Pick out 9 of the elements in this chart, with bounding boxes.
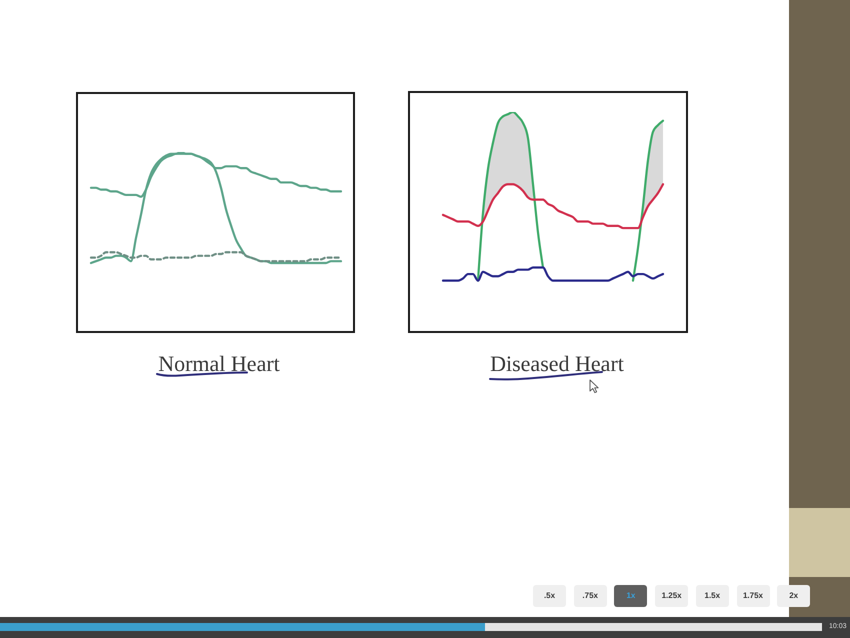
speed-button: .5x	[533, 585, 566, 607]
speed-button: .75x	[574, 585, 607, 607]
speed-button: 1.75x	[736, 585, 770, 607]
speed-button: 1x	[614, 585, 648, 607]
text: Diseased Heart	[490, 351, 624, 376]
text: Normal Heart	[158, 351, 280, 376]
speed-button: 1.25x	[655, 585, 688, 607]
speed-button: 1.5x	[696, 585, 729, 607]
speed-button: 2x	[777, 585, 810, 607]
